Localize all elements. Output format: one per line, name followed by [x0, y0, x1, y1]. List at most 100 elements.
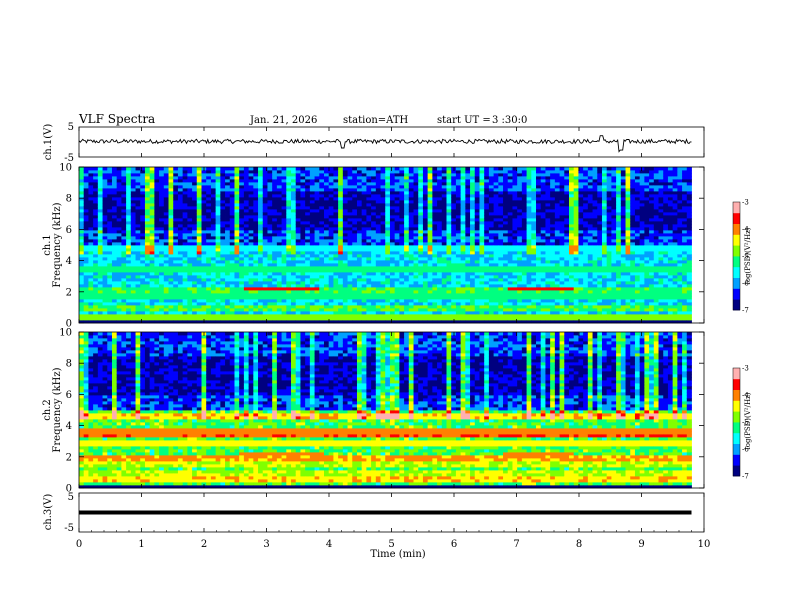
spectrogram-cell — [136, 302, 141, 305]
spectrogram-cell — [230, 239, 235, 242]
spectrogram-cell — [305, 317, 310, 320]
spectrogram-cell — [409, 191, 414, 194]
spectrogram-cell — [418, 308, 423, 311]
spectrogram-cell — [381, 299, 386, 302]
spectrogram-cell — [329, 194, 334, 197]
spectrogram-cell — [451, 242, 456, 245]
spectrogram-cell — [338, 227, 343, 230]
spectrogram-cell — [88, 206, 93, 209]
spectrogram-cell — [428, 221, 433, 224]
spectrogram-cell — [366, 170, 371, 173]
spectrogram-cell — [103, 257, 108, 260]
spectrogram-cell — [494, 251, 499, 254]
spectrogram-cell — [376, 281, 381, 284]
spectrogram-cell — [230, 236, 235, 239]
spectrogram-cell — [145, 188, 150, 191]
spectrogram-cell — [503, 230, 508, 233]
spectrogram-cell — [470, 185, 475, 188]
spectrogram-cell — [315, 179, 320, 182]
spectrogram-cell — [409, 194, 414, 197]
spectrogram-cell — [381, 191, 386, 194]
spectrogram-cell — [234, 260, 239, 263]
spectrogram-cell — [112, 200, 117, 203]
spectrogram-cell — [291, 191, 296, 194]
spectrogram-cell — [277, 227, 282, 230]
spectrogram-cell — [183, 197, 188, 200]
spectrogram-cell — [432, 230, 437, 233]
spectrogram-cell — [310, 200, 315, 203]
spectrogram-cell — [234, 305, 239, 308]
spectrogram-cell — [216, 269, 221, 272]
spectrogram-cell — [88, 290, 93, 293]
spectrogram-cell — [343, 287, 348, 290]
spectrogram-cell — [300, 176, 305, 179]
spectrogram-cell — [136, 242, 141, 245]
spectrogram-cell — [484, 251, 489, 254]
spectrogram-cell — [296, 179, 301, 182]
spectrogram-cell — [503, 308, 508, 311]
spectrogram-cell — [173, 251, 178, 254]
spectrogram-cell — [150, 176, 155, 179]
spectrogram-cell — [329, 263, 334, 266]
spectrogram-cell — [267, 185, 272, 188]
spectrogram-cell — [343, 245, 348, 248]
spectrogram-cell — [362, 263, 367, 266]
spectrogram-cell — [126, 188, 131, 191]
spectrogram-cell — [296, 293, 301, 296]
spectrogram-cell — [479, 221, 484, 224]
spectrogram-cell — [225, 221, 230, 224]
spectrogram-cell — [456, 296, 461, 299]
spectrogram-cell — [206, 302, 211, 305]
spectrogram-cell — [187, 317, 192, 320]
spectrogram-cell — [93, 302, 98, 305]
spectrogram-cell — [164, 188, 169, 191]
spectrogram-cell — [220, 200, 225, 203]
spectrogram-cell — [484, 272, 489, 275]
spectrogram-cell — [272, 170, 277, 173]
spectrogram-cell — [249, 284, 254, 287]
spectrogram-cell — [338, 200, 343, 203]
spectrogram-cell — [140, 311, 145, 314]
spectrogram-cell — [315, 197, 320, 200]
spectrogram-cell — [512, 233, 517, 236]
spectrogram-cell — [390, 245, 395, 248]
spectrogram-cell — [305, 194, 310, 197]
spectrogram-cell — [343, 251, 348, 254]
spectrogram-cell — [126, 245, 131, 248]
spectrogram-cell — [79, 176, 84, 179]
spectrogram-cell — [352, 266, 357, 269]
spectrogram-cell — [277, 212, 282, 215]
spectrogram-cell — [428, 212, 433, 215]
spectrogram-cell — [169, 233, 174, 236]
spectrogram-cell — [366, 203, 371, 206]
spectrogram-cell — [409, 197, 414, 200]
spectrogram-cell — [475, 194, 480, 197]
spectrogram-cell — [494, 314, 499, 317]
spectrogram-cell — [150, 236, 155, 239]
spectrogram-cell — [300, 206, 305, 209]
spectrogram-cell — [494, 203, 499, 206]
spectrogram-cell — [395, 293, 400, 296]
spectrogram-cell — [489, 197, 494, 200]
spectrogram-cell — [216, 308, 221, 311]
spectrogram-cell — [202, 200, 207, 203]
spectrogram-cell — [310, 287, 315, 290]
spectrogram-cell — [437, 224, 442, 227]
spectrogram-cell — [517, 239, 522, 242]
spectrogram-cell — [103, 188, 108, 191]
spectrogram-cell — [140, 317, 145, 320]
spectrogram-cell — [145, 242, 150, 245]
spectrogram-cell — [244, 203, 249, 206]
spectrogram-cell — [395, 272, 400, 275]
spectrogram-cell — [154, 179, 159, 182]
spectrogram-cell — [475, 167, 480, 170]
spectrogram-cell — [88, 233, 93, 236]
spectrogram-cell — [447, 314, 452, 317]
spectrogram-cell — [310, 239, 315, 242]
spectrogram-cell — [508, 179, 513, 182]
spectrogram-cell — [329, 299, 334, 302]
spectrogram-cell — [84, 191, 89, 194]
spectrogram-cell — [475, 308, 480, 311]
spectrogram-cell — [136, 206, 141, 209]
spectrogram-cell — [343, 227, 348, 230]
